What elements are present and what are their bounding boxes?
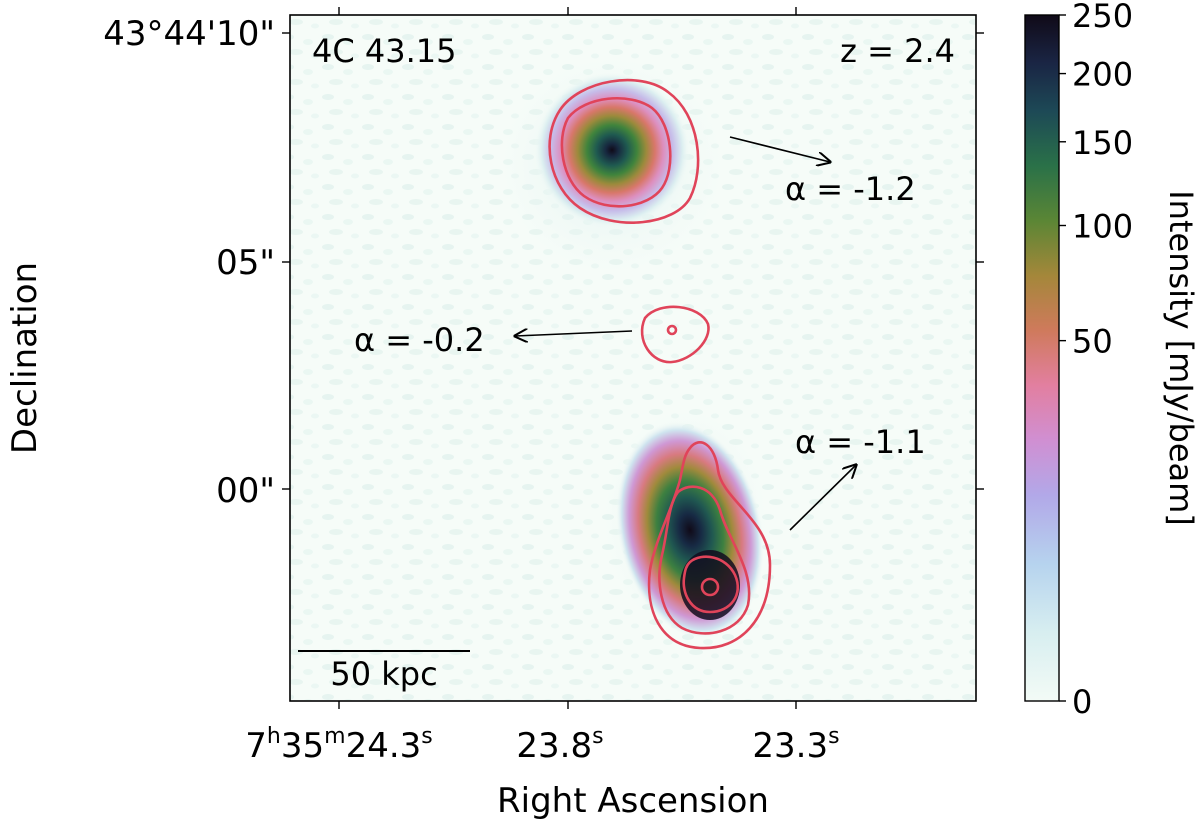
colorbar-tick-label: 0 [1072, 683, 1092, 721]
south-lobe-alpha-label: α = -1.1 [795, 423, 926, 461]
ra-tick-label-1: 23.8s [516, 724, 603, 766]
source-name-label: 4C 43.15 [312, 32, 456, 70]
colorbar: 250 200 150 100 50 0 Intensity [mJy/beam] [1024, 0, 1200, 721]
colorbar-tick-label: 250 [1072, 0, 1133, 35]
core-contour [640, 305, 710, 364]
y-axis-title: Declination [5, 262, 45, 454]
south-contour-inner [682, 555, 740, 614]
south-hotspot-emission [680, 550, 740, 620]
colorbar-tick-label: 100 [1072, 208, 1133, 246]
north-lobe-alpha-label: α = -1.2 [785, 170, 916, 208]
north-contour-outer [548, 78, 700, 224]
axis-ticks [282, 7, 984, 709]
colorbar-tick-label: 50 [1072, 323, 1113, 361]
core-arrow [515, 331, 633, 336]
spectral-index-arrows [515, 136, 856, 531]
core-alpha-label: α = -0.2 [354, 321, 485, 359]
colorbar-label: Intensity [mJy/beam] [1162, 190, 1200, 526]
south-contour-outer [647, 441, 772, 650]
colorbar-gradient [1025, 15, 1059, 701]
scale-bar-label: 50 kpc [330, 655, 437, 693]
ra-tick-label-0: 7h35m24.3s [245, 724, 432, 766]
x-axis-title: Right Ascension [497, 781, 769, 821]
north-contour-inner [560, 97, 672, 208]
ra-tick-label-2: 23.3s [752, 724, 839, 766]
colorbar-ticks: 250 200 150 100 50 0 [1059, 0, 1133, 721]
dec-tick-label-1: 05" [216, 243, 275, 283]
north-lobe-arrow [729, 136, 830, 162]
south-contour-mid [658, 485, 751, 635]
south-contour-peak [700, 577, 720, 597]
north-lobe-emission [534, 72, 690, 228]
image-panel: 4C 43.15 z = 2.4 α = -1.2 α = -0.2 α = -… [290, 15, 976, 701]
contours [548, 78, 772, 650]
core-contour-peak [666, 324, 678, 336]
colorbar-tick-label: 150 [1072, 124, 1133, 162]
dec-tick-label-2: 00" [216, 471, 275, 511]
colorbar-tick-label: 200 [1072, 56, 1133, 94]
dec-tick-label-0: 43°44'10" [103, 14, 275, 54]
colorbar-frame [1024, 14, 1060, 702]
south-lobe-arrow [789, 465, 856, 531]
redshift-label: z = 2.4 [840, 32, 955, 70]
plot-frame [289, 14, 977, 702]
